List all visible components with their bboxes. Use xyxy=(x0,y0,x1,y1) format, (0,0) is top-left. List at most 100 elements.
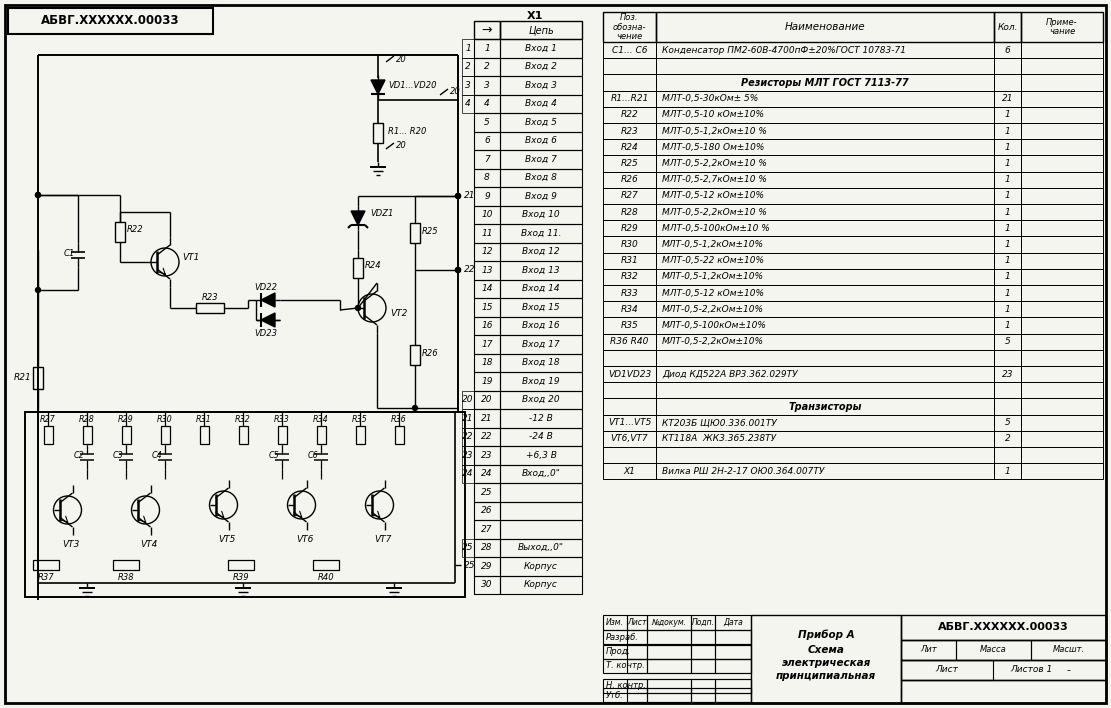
Bar xyxy=(1021,204,1103,220)
Bar xyxy=(33,560,59,570)
Bar xyxy=(603,74,655,91)
Text: Вход 7: Вход 7 xyxy=(526,155,557,164)
Text: VD23: VD23 xyxy=(254,329,278,338)
Text: МЛТ-0,5-12 кОм±10%: МЛТ-0,5-12 кОм±10% xyxy=(662,191,764,200)
Bar xyxy=(901,640,1105,660)
Text: R22: R22 xyxy=(621,110,639,120)
Bar xyxy=(474,280,500,298)
Text: 1: 1 xyxy=(1004,207,1010,217)
Text: Вход 20: Вход 20 xyxy=(522,395,560,404)
Text: R25: R25 xyxy=(621,159,639,168)
Text: 1: 1 xyxy=(466,44,471,53)
Bar xyxy=(603,463,655,479)
Bar xyxy=(603,644,751,658)
Text: 18: 18 xyxy=(481,358,493,367)
Text: АБВГ.XXXXXX.00033: АБВГ.XXXXXX.00033 xyxy=(41,14,179,28)
Text: R33: R33 xyxy=(274,414,290,423)
Bar xyxy=(994,74,1021,91)
Bar xyxy=(1021,74,1103,91)
Bar xyxy=(603,107,655,123)
Bar xyxy=(715,678,751,692)
Text: Прод.: Прод. xyxy=(605,647,631,656)
Text: Резисторы МЛТ ГОСТ 7113-77: Резисторы МЛТ ГОСТ 7113-77 xyxy=(741,77,909,88)
Bar xyxy=(603,366,655,382)
Bar xyxy=(655,91,994,107)
Bar xyxy=(655,204,994,220)
Text: 4: 4 xyxy=(484,99,490,108)
Text: МЛТ-0,5-30кОм± 5%: МЛТ-0,5-30кОм± 5% xyxy=(662,94,758,103)
Bar xyxy=(500,353,582,372)
Bar xyxy=(500,520,582,539)
Bar xyxy=(901,615,1105,640)
Bar xyxy=(715,630,751,644)
Text: 4: 4 xyxy=(466,99,471,108)
Bar xyxy=(462,391,474,409)
Bar xyxy=(474,57,500,76)
Text: R30: R30 xyxy=(157,414,173,423)
Text: МЛТ-0,5-2,2кОм±10%: МЛТ-0,5-2,2кОм±10% xyxy=(662,305,764,314)
Text: Вход 4: Вход 4 xyxy=(526,99,557,108)
Text: Подп.: Подп. xyxy=(691,618,714,627)
Bar xyxy=(603,447,655,463)
Bar xyxy=(655,317,994,333)
Bar xyxy=(500,483,582,501)
Bar xyxy=(655,253,994,269)
Bar xyxy=(691,659,715,673)
Bar xyxy=(994,350,1021,366)
Text: 1: 1 xyxy=(1004,224,1010,233)
Bar xyxy=(1021,123,1103,139)
Bar xyxy=(603,269,655,285)
Bar xyxy=(462,464,474,483)
Text: C5: C5 xyxy=(268,452,279,460)
Bar xyxy=(500,298,582,316)
Text: Вход 13: Вход 13 xyxy=(522,266,560,275)
Bar xyxy=(1021,399,1103,415)
Text: Вилка РШ 2Н-2-17 ОЮ0.364.007ТУ: Вилка РШ 2Н-2-17 ОЮ0.364.007ТУ xyxy=(662,467,824,476)
Bar xyxy=(647,659,691,673)
Text: R38: R38 xyxy=(118,573,134,583)
Bar xyxy=(474,539,500,557)
Text: Вход 18: Вход 18 xyxy=(522,358,560,367)
Bar xyxy=(8,8,213,34)
Text: C3: C3 xyxy=(112,452,123,460)
Text: 21: 21 xyxy=(462,413,473,423)
Text: R35: R35 xyxy=(352,414,368,423)
Bar xyxy=(627,630,647,644)
Bar xyxy=(500,94,582,113)
Bar xyxy=(603,220,655,236)
Text: R26: R26 xyxy=(422,348,439,358)
Text: Лист: Лист xyxy=(935,666,959,675)
Bar xyxy=(160,426,170,444)
Bar xyxy=(603,123,655,139)
Text: 20: 20 xyxy=(462,395,473,404)
Bar xyxy=(474,557,500,576)
Bar xyxy=(655,463,994,479)
Text: 1: 1 xyxy=(1004,175,1010,184)
Bar xyxy=(603,430,655,447)
Bar xyxy=(655,430,994,447)
Text: 3: 3 xyxy=(484,81,490,90)
Text: МЛТ-0,5-1,2кОм±10 %: МЛТ-0,5-1,2кОм±10 % xyxy=(662,127,767,136)
Text: МЛТ-0,5-22 кОм±10%: МЛТ-0,5-22 кОм±10% xyxy=(662,256,764,266)
Bar xyxy=(655,220,994,236)
Bar xyxy=(603,139,655,155)
Text: МЛТ-0,5-1,2кОм±10%: МЛТ-0,5-1,2кОм±10% xyxy=(662,273,764,281)
Bar xyxy=(474,169,500,187)
Bar xyxy=(603,171,655,188)
Bar xyxy=(500,187,582,205)
Text: R37: R37 xyxy=(38,573,54,583)
Bar xyxy=(500,316,582,335)
Bar xyxy=(994,139,1021,155)
Bar xyxy=(655,107,994,123)
Bar xyxy=(603,91,655,107)
Text: 5: 5 xyxy=(1004,337,1010,346)
Text: Вход 15: Вход 15 xyxy=(522,303,560,312)
Bar xyxy=(655,399,994,415)
Bar xyxy=(994,236,1021,253)
Text: Вход 6: Вход 6 xyxy=(526,136,557,145)
Text: 30: 30 xyxy=(481,581,493,589)
Text: R28: R28 xyxy=(79,414,94,423)
Text: КТ203Б ЩЮ0.336.001ТУ: КТ203Б ЩЮ0.336.001ТУ xyxy=(662,418,777,427)
Text: R33: R33 xyxy=(621,289,639,297)
Bar xyxy=(1021,171,1103,188)
